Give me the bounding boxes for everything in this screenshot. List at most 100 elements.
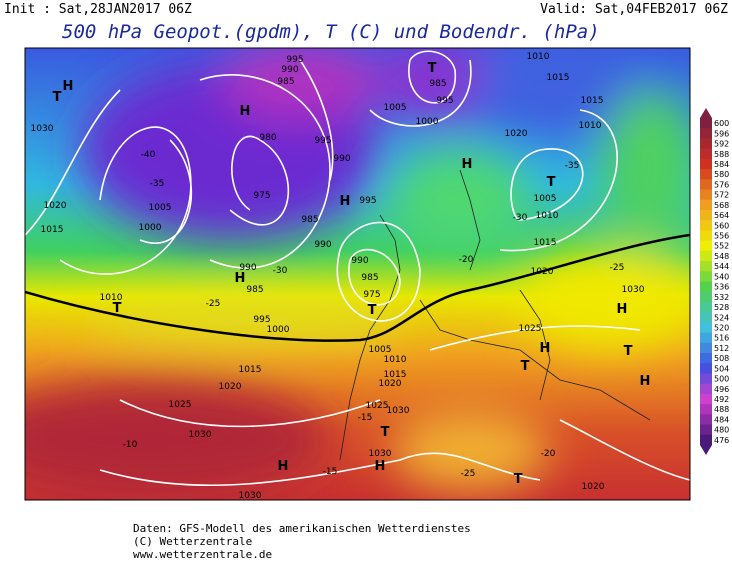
- pressure-center: T: [547, 175, 556, 190]
- contour-label: 990: [281, 65, 298, 75]
- footer-source: Daten: GFS-Modell des amerikanischen Wet…: [133, 522, 471, 535]
- map-field: [25, 48, 690, 500]
- pressure-center: T: [624, 344, 633, 359]
- contour-label: 1010: [527, 52, 550, 62]
- colorbar-label: 480: [714, 426, 729, 435]
- pressure-center: H: [462, 157, 473, 172]
- colorbar-swatch: [700, 128, 712, 139]
- contour-label: 1020: [582, 482, 605, 492]
- colorbar-label: 520: [714, 323, 729, 332]
- contour-label: 1015: [41, 225, 64, 235]
- contour-label: 1000: [139, 223, 162, 233]
- colorbar-label: 504: [714, 364, 729, 373]
- colorbar-label: 508: [714, 354, 729, 363]
- contour-label: 980: [259, 133, 276, 143]
- colorbar-swatch: [700, 118, 712, 129]
- colorbar-swatch: [700, 169, 712, 180]
- colorbar-swatch: [700, 240, 712, 252]
- colorbar-label: 568: [714, 201, 729, 210]
- colorbar-swatch: [700, 383, 712, 395]
- colorbar-label: 496: [714, 385, 729, 394]
- map-title: 500 hPa Geopot.(gpdm), T (C) und Bodendr…: [62, 21, 600, 43]
- contour-label: 1020: [379, 379, 402, 389]
- contour-label: 1025: [366, 401, 389, 411]
- colorbar-swatch: [700, 332, 712, 344]
- contour-label: -40: [141, 150, 156, 160]
- contour-label: -10: [123, 440, 138, 450]
- colorbar-swatch: [700, 261, 712, 272]
- colorbar-label: 548: [714, 252, 729, 261]
- colorbar-label: 560: [714, 221, 729, 230]
- contour-label: -30: [513, 213, 528, 223]
- colorbar-label: 600: [714, 119, 729, 128]
- pressure-center: T: [113, 301, 122, 316]
- contour-label: 1030: [622, 285, 645, 295]
- valid-time: Valid: Sat,04FEB2017 06Z: [540, 2, 728, 17]
- contour-label: 990: [314, 240, 331, 250]
- contour-label: 1000: [416, 117, 439, 127]
- footer-url: www.wetterzentrale.de: [133, 548, 272, 561]
- contour-label: -15: [358, 413, 373, 423]
- pressure-center: H: [617, 302, 628, 317]
- pressure-center: H: [340, 194, 351, 209]
- init-time: Init : Sat,28JAN2017 06Z: [4, 2, 192, 17]
- colorbar-swatch: [700, 209, 712, 221]
- colorbar-swatch: [700, 189, 712, 201]
- contour-label: 1020: [505, 129, 528, 139]
- contour-label: 985: [301, 215, 318, 225]
- colorbar-label: 500: [714, 375, 729, 384]
- contour-label: 1015: [384, 370, 407, 380]
- colorbar-label: 512: [714, 344, 729, 353]
- colorbar-swatch: [700, 393, 712, 405]
- colorbar-swatch: [700, 434, 712, 446]
- contour-label: 985: [277, 77, 294, 87]
- pressure-center: H: [278, 459, 289, 474]
- contour-label: 990: [239, 263, 256, 273]
- contour-label: 1005: [369, 345, 392, 355]
- pressure-center: T: [521, 359, 530, 374]
- contour-label: 1030: [239, 491, 262, 501]
- pressure-center: T: [514, 472, 523, 487]
- colorbar-label: 556: [714, 232, 729, 241]
- colorbar-swatch: [700, 342, 712, 354]
- colorbar-label: 596: [714, 129, 729, 138]
- contour-label: 1020: [44, 201, 67, 211]
- pressure-center: H: [540, 341, 551, 356]
- contour-label: -20: [541, 449, 556, 459]
- colorbar-label: 540: [714, 272, 729, 281]
- colorbar-label: 532: [714, 293, 729, 302]
- colorbar-label: 484: [714, 415, 729, 424]
- colorbar-swatch: [700, 250, 712, 262]
- pressure-center: H: [240, 104, 251, 119]
- contour-label: 1020: [219, 382, 242, 392]
- contour-label: 985: [361, 273, 378, 283]
- colorbar-swatch: [700, 322, 712, 334]
- colorbar-label: 516: [714, 334, 729, 343]
- pressure-center: T: [428, 61, 437, 76]
- colorbar-swatch: [700, 301, 712, 313]
- contour-label: 1000: [267, 325, 290, 335]
- colorbar-label: 584: [714, 160, 729, 169]
- contour-label: -25: [206, 299, 221, 309]
- contour-label: -25: [610, 263, 625, 273]
- contour-label: 995: [436, 96, 453, 106]
- colorbar-swatch: [700, 148, 712, 160]
- contour-label: 1030: [189, 430, 212, 440]
- contour-label: 1025: [169, 400, 192, 410]
- colorbar-label: 580: [714, 170, 729, 179]
- colorbar-swatch: [700, 271, 712, 282]
- contour-label: 995: [314, 136, 331, 146]
- colorbar-label: 572: [714, 191, 729, 200]
- contour-label: 995: [253, 315, 270, 325]
- contour-label: 1005: [534, 194, 557, 204]
- contour-label: 1030: [369, 449, 392, 459]
- contour-label: 1025: [519, 324, 542, 334]
- colorbar-swatch: [700, 281, 712, 293]
- colorbar-label: 576: [714, 180, 729, 189]
- contour-label: 1030: [387, 406, 410, 416]
- colorbar-label: 488: [714, 405, 729, 414]
- colorbar-label: 524: [714, 313, 729, 322]
- colorbar-label: 592: [714, 140, 729, 149]
- contour-label: 1010: [536, 211, 559, 221]
